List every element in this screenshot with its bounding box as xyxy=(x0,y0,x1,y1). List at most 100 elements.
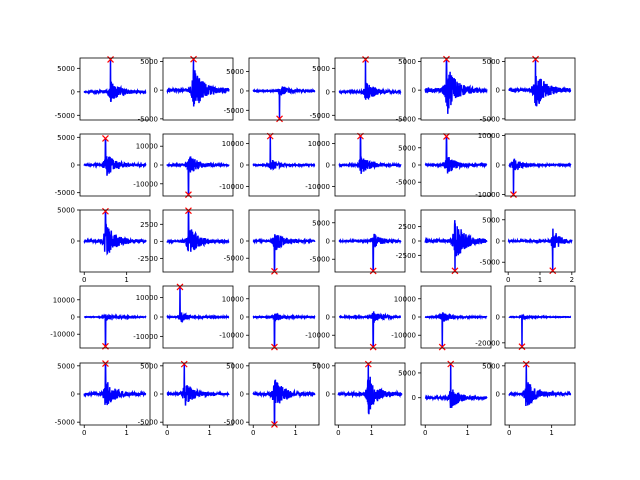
signal-trace xyxy=(508,59,572,107)
y-tick-label: 0 xyxy=(240,162,244,170)
signal-trace xyxy=(424,220,488,271)
y-tick-label: 5000 xyxy=(226,362,244,370)
subplot-4-4: 0 -10000 xyxy=(305,285,406,351)
y-tick-label: -20000 xyxy=(475,339,500,347)
panels-group: 5000 0 -5000 5000 0 -5000 5000 0 -5000 5000 0 -5000… xyxy=(50,55,576,437)
y-tick-label: 0 xyxy=(154,238,158,246)
signal-trace xyxy=(166,156,230,196)
signal-trace xyxy=(252,379,316,425)
y-tick-label: 0 xyxy=(496,162,500,170)
subplot-2-1: 5000 0 -5000 xyxy=(55,133,151,197)
axes-frame xyxy=(504,57,576,121)
x-tick-label: 1 xyxy=(369,429,373,437)
signal-trace xyxy=(507,228,573,271)
x-tick-label: 1 xyxy=(549,429,553,437)
y-tick-label: 2500 xyxy=(398,223,416,231)
y-tick-label: 10000 xyxy=(222,295,244,303)
y-tick-label: 0 xyxy=(240,391,244,399)
y-tick-label: 10000 xyxy=(308,140,330,148)
y-tick-label: 10000 xyxy=(222,140,244,148)
x-tick-label: 1 xyxy=(124,276,128,284)
subplot-3-6: 5000 0 -5000 0 1 2 xyxy=(480,209,576,284)
y-tick-label: -2500 xyxy=(138,255,158,263)
peak-marker xyxy=(190,55,197,63)
signal-trace xyxy=(166,364,230,406)
y-tick-label: 0 xyxy=(154,87,158,95)
axes-frame xyxy=(248,57,320,121)
y-tick-label: -5000 xyxy=(396,179,416,187)
peak-marker xyxy=(271,343,278,351)
y-tick-label: 0 xyxy=(412,87,416,95)
x-tick-label: 0 xyxy=(423,429,427,437)
subplot-3-1: 5000 0 0 1 xyxy=(57,207,151,284)
y-tick-label: 0 xyxy=(71,88,75,96)
subplot-4-6: 0 -20000 xyxy=(475,285,576,351)
x-tick-label: 0 xyxy=(336,429,340,437)
signal-trace xyxy=(508,364,572,407)
subplot-4-2: 10000 0 -10000 xyxy=(133,283,234,349)
signal-trace xyxy=(252,86,316,119)
y-tick-label: 5000 xyxy=(57,207,75,215)
y-tick-label: 0 xyxy=(71,391,75,399)
peak-marker xyxy=(518,343,526,351)
y-tick-label: 5000 xyxy=(312,362,330,370)
y-tick-label: 5000 xyxy=(57,65,75,73)
subplot-3-4: 5000 0 -5000 xyxy=(310,209,406,275)
y-tick-label: 5000 xyxy=(226,68,244,76)
peak-marker xyxy=(369,267,377,275)
subplot-1-4: 5000 0 -5000 xyxy=(310,55,406,121)
peak-marker xyxy=(522,360,530,368)
peak-marker xyxy=(532,55,539,63)
y-tick-label: 5000 xyxy=(312,65,330,73)
y-tick-label: 10000 xyxy=(478,132,500,140)
peak-marker xyxy=(185,191,192,199)
y-tick-label: -5000 xyxy=(224,107,244,115)
x-tick-label: 0 xyxy=(165,429,169,437)
y-tick-label: 0 xyxy=(326,238,330,246)
y-tick-label: 5000 xyxy=(482,216,500,224)
y-tick-label: 10000 xyxy=(136,143,158,151)
y-tick-label: 0 xyxy=(240,238,244,246)
y-tick-label: 0 xyxy=(496,314,500,322)
peak-marker xyxy=(364,360,372,368)
subplot-5-2: 5000 0 -5000 0 1 xyxy=(138,360,234,437)
peak-marker xyxy=(369,343,377,351)
y-tick-label: -5000 xyxy=(55,189,75,197)
y-tick-label: -10000 xyxy=(133,180,158,188)
y-tick-label: 5000 xyxy=(398,144,416,152)
y-tick-label: -5000 xyxy=(224,255,244,263)
y-tick-label: 0 xyxy=(326,391,330,399)
peak-marker xyxy=(510,191,517,198)
y-tick-label: 0 xyxy=(412,394,416,402)
y-tick-label: 0 xyxy=(412,162,416,170)
x-tick-label: 1 xyxy=(538,276,542,284)
signal-trace xyxy=(424,135,488,174)
signal-trace xyxy=(83,210,147,256)
y-tick-label: -5000 xyxy=(480,115,500,123)
y-tick-label: -10000 xyxy=(391,332,416,340)
peak-marker xyxy=(362,55,369,63)
y-tick-label: 0 xyxy=(71,162,75,170)
peak-marker xyxy=(443,132,450,140)
signal-trace xyxy=(508,158,572,195)
y-tick-label: 10000 xyxy=(136,294,158,302)
peak-marker xyxy=(276,115,283,123)
subplot-2-5: 5000 0 -5000 xyxy=(396,132,492,197)
signal-trace xyxy=(338,311,402,348)
y-tick-label: 5000 xyxy=(312,219,330,227)
subplot-2-4: 10000 0 -10000 xyxy=(305,132,406,197)
y-tick-label: -5000 xyxy=(55,419,75,427)
signal-trace xyxy=(83,137,147,176)
y-tick-label: -2500 xyxy=(396,252,416,260)
subplot-4-5: 10000 0 -10000 xyxy=(391,285,492,351)
signal-trace xyxy=(424,363,488,409)
y-tick-label: 5000 xyxy=(57,362,75,370)
y-tick-label: 0 xyxy=(496,238,500,246)
x-tick-label: 1 xyxy=(207,429,211,437)
subplot-5-1: 5000 0 -5000 0 1 xyxy=(55,360,151,437)
subplot-1-1: 5000 0 -5000 xyxy=(55,55,151,121)
signal-trace xyxy=(166,59,230,107)
subplot-5-4: 5000 0 0 1 xyxy=(312,360,406,437)
y-tick-label: -5000 xyxy=(55,112,75,120)
y-tick-label: -5000 xyxy=(224,419,244,427)
